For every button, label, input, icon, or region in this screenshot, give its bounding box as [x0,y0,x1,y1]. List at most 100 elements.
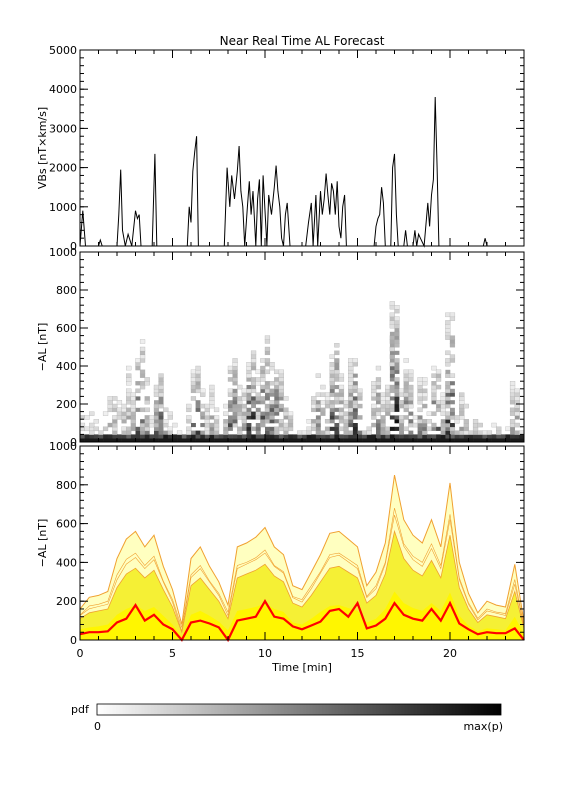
pdf-cell [320,384,326,390]
pdf-cell [255,396,261,401]
pdf-cell [237,384,243,390]
al-forecast-ylabel: −AL [nT] [36,519,49,568]
vbs-ylabel: VBs [nT×km/s] [36,107,49,189]
pdf-cell [269,426,275,431]
pdf-cell [144,377,150,382]
pdf-cell [352,381,358,386]
pdf-cell [348,419,354,424]
pdf-cell [223,430,229,435]
pdf-cell [265,411,270,416]
pdf-cell [348,377,354,382]
pdf-cell [302,434,307,439]
pdf-cell [325,438,330,443]
pdf-cell [186,403,192,409]
pdf-cell [329,419,335,424]
pdf-cell [195,381,201,386]
pdf-cell [246,430,252,435]
colorbar-gradient [96,703,502,716]
pdf-cell [255,377,261,382]
pdf-cell [283,426,289,432]
colorbar-min-label: 0 [94,720,101,733]
pdf-cell [357,403,363,409]
pdf-cell [274,426,280,432]
pdf-cell [163,407,169,413]
pdf-cell [274,438,280,443]
pdf-cell [126,411,132,416]
pdf-cell [435,377,442,382]
pdf-cell [278,373,284,378]
pdf-cell [107,396,113,401]
pdf-cell [186,438,192,443]
pdf-cell [459,400,465,405]
pdf-cell [190,369,197,375]
pdf-cell [246,438,252,443]
pdf-cell [514,422,520,428]
pdf-cell [329,400,335,405]
pdf-cell [380,434,386,439]
pdf-cell [311,400,317,405]
pdf-cell [334,407,340,412]
pdf-cell [278,422,284,428]
pdf-cell [246,411,252,416]
pdf-cell [445,384,451,390]
pdf-cell [403,438,409,443]
pdf-cell [135,426,141,431]
pdf-cell [126,392,132,397]
pdf-cell [260,422,266,428]
pdf-cell [450,411,455,416]
pdf-cell [241,392,247,397]
pdf-cell [139,407,146,413]
pdf-cell [445,388,451,394]
y-tick-label: 0 [70,240,77,253]
pdf-cell [283,415,289,420]
pdf-cell [338,377,345,382]
pdf-cell [408,400,414,405]
pdf-cell [200,438,206,443]
pdf-cell [459,407,465,413]
pdf-cell [394,369,400,374]
pdf-cell [399,423,404,428]
pdf-cell [394,331,400,337]
pdf-cell [144,419,150,424]
pdf-cell [232,403,238,409]
pdf-cell [376,423,381,428]
pdf-cell [158,381,164,386]
pdf-cell [343,400,349,405]
pdf-cell [445,434,451,439]
pdf-cell [394,366,400,371]
pdf-cell [144,407,150,413]
pdf-cell [329,392,335,397]
pdf-cell [450,430,455,435]
pdf-cell [320,407,326,413]
pdf-cell [246,415,252,420]
pdf-cell [195,373,201,378]
pdf-cell [482,430,488,435]
pdf-cell [334,438,340,443]
pdf-cell [241,423,247,428]
pdf-cell [264,403,271,409]
pdf-colorbar: pdf 0 max(p) [71,703,503,733]
pdf-cell [324,426,331,432]
pdf-cell [329,369,335,375]
pdf-cell [297,430,303,435]
pdf-cell [408,396,414,401]
pdf-cell [371,422,377,428]
pdf-cell [112,430,118,435]
pdf-cell [80,438,85,443]
pdf-cell [190,396,197,401]
pdf-cell [177,438,182,443]
y-tick-label: 800 [56,284,77,297]
pdf-cell [153,403,160,409]
x-tick-label: 20 [443,647,457,660]
y-tick-label: 800 [56,479,77,492]
pdf-cell [264,381,271,386]
pdf-cell [394,392,400,397]
pdf-cell [144,438,150,443]
pdf-cell [130,396,136,401]
pdf-cell [126,400,132,405]
pdf-cell [139,384,146,390]
member-trace-line [79,515,525,632]
pdf-cell [315,403,321,409]
pdf-cell [320,400,326,405]
pdf-cell [385,407,391,413]
